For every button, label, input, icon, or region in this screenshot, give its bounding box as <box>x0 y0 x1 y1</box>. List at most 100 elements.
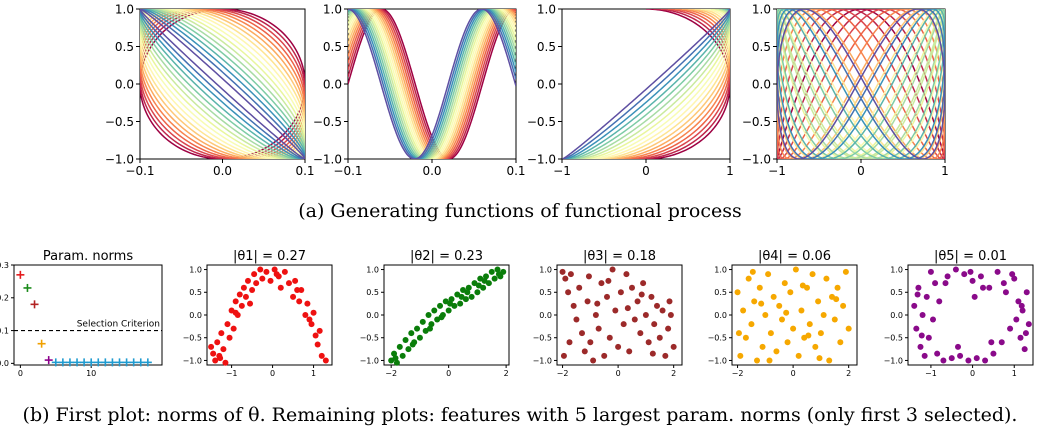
feature-5-point-50 <box>1018 302 1025 309</box>
feature-3-xtick-label: −2 <box>557 369 569 378</box>
feature-3-point-28 <box>634 298 641 305</box>
feature-4-point-37 <box>834 284 841 291</box>
feature-5-point-47 <box>1009 271 1016 278</box>
feature-2-point-47 <box>495 271 502 278</box>
generating-function-4-curve-12 <box>777 9 945 159</box>
generating-function-1-ytick-label: −1.0 <box>105 152 134 166</box>
feature-1-point-1 <box>208 343 215 350</box>
feature-2-point-14 <box>425 312 432 318</box>
feature-5-point-34 <box>1017 334 1024 341</box>
feature-3-point-32 <box>645 339 652 346</box>
feature-2-point-44 <box>447 300 454 307</box>
param-norm-marker-1 <box>16 270 25 279</box>
feature-1-xtick-label: 0 <box>270 369 275 378</box>
generating-function-4: −1 0 1 −1.0 −0.5 0.0 0.5 1.0 <box>742 2 949 178</box>
feature-5-point-35 <box>1019 307 1026 314</box>
feature-4-point-23 <box>795 352 802 359</box>
feature-1-point-35 <box>298 287 305 293</box>
feature-5-point-25 <box>986 284 993 291</box>
feature-4-point-2 <box>737 352 744 359</box>
generating-function-1-curve-14 <box>140 9 305 159</box>
generating-function-3-curve-7 <box>603 9 730 159</box>
feature-3-point-10 <box>584 298 591 305</box>
feature-4-ytick-label: 1.0 <box>714 265 727 274</box>
feature-3-xtick-label: 2 <box>671 369 676 378</box>
feature-3: −2 0 2 −1.0 −0.5 0.0 0.5 1.0 |θ3| = 0.18 <box>533 249 683 378</box>
feature-5-point-37 <box>1023 289 1030 296</box>
feature-4-ytick-label: 0.5 <box>714 288 727 297</box>
feature-5-point-32 <box>1013 316 1020 323</box>
feature-5-point-41 <box>971 293 978 300</box>
feature-3-point-49 <box>594 300 601 307</box>
feature-5-point-43 <box>1022 330 1029 337</box>
feature-5-point-30 <box>1007 325 1014 332</box>
feature-1-point-43 <box>318 352 325 359</box>
feature-4-point-9 <box>756 284 763 291</box>
feature-4-point-12 <box>765 271 772 278</box>
feature-5-point-15 <box>944 273 951 280</box>
feature-1-point-4 <box>214 339 221 346</box>
feature-4-point-36 <box>831 316 838 323</box>
feature-3-frame <box>556 264 683 366</box>
feature-4-point-4 <box>742 334 749 341</box>
feature-4-point-5 <box>745 275 752 282</box>
generating-function-4-ytick-label: 0.5 <box>752 40 771 54</box>
feature-3-point-30 <box>640 280 647 287</box>
feature-2-point-10 <box>414 325 421 332</box>
feature-1-point-29 <box>277 284 284 291</box>
generating-function-4-curve-1 <box>777 9 945 159</box>
feature-4-point-1 <box>734 289 741 296</box>
feature-1-point-19 <box>244 277 251 284</box>
feature-1-point-48 <box>294 287 301 293</box>
feature-2-point-15 <box>428 321 435 328</box>
feature-4-point-45 <box>783 309 790 316</box>
feature-2-point-21 <box>445 307 452 314</box>
generating-function-4-xtick-label: 1 <box>941 164 949 178</box>
feature-5-point-26 <box>990 350 997 357</box>
feature-1-point-15 <box>236 291 243 298</box>
generating-function-3-curve-16 <box>564 9 730 159</box>
feature-3-point-36 <box>656 334 663 341</box>
feature-3-point-39 <box>665 325 672 332</box>
param-norm-marker-9 <box>73 358 82 367</box>
feature-2-point-38 <box>494 266 501 273</box>
generating-function-4-ytick-label: 0.0 <box>752 77 771 91</box>
feature-4-point-39 <box>840 302 847 309</box>
generating-function-3-ytick-label: 1.0 <box>537 2 556 16</box>
param-norm-marker-18 <box>136 358 145 367</box>
feature-5-point-5 <box>919 312 926 318</box>
feature-1-xtick-label: −1 <box>226 369 238 378</box>
generating-function-1-xtick-label: 0.0 <box>213 164 232 178</box>
generating-function-4-curve-11 <box>777 9 945 159</box>
feature-4-point-18 <box>781 280 788 287</box>
feature-3-point-43 <box>566 339 573 346</box>
feature-3-point-45 <box>605 277 612 284</box>
feature-4-point-22 <box>792 266 799 273</box>
param-norms-xtick-label: 10 <box>86 369 96 378</box>
generating-function-3-curve-2 <box>638 9 730 159</box>
feature-4-point-49 <box>758 300 765 307</box>
feature-4-ytick-label: −0.5 <box>708 334 727 343</box>
feature-2-point-29 <box>468 293 475 300</box>
feature-2-xtick-label: 2 <box>504 369 509 378</box>
feature-3-point-40 <box>667 312 674 318</box>
param-norm-marker-5 <box>44 356 53 365</box>
feature-3-point-42 <box>560 352 567 359</box>
feature-3-point-44 <box>585 273 592 280</box>
feature-5-ytick-label: −1.0 <box>884 356 903 365</box>
generating-function-2-curve-17 <box>348 9 516 159</box>
generating-function-1-xtick-label: −0.1 <box>125 164 154 178</box>
feature-2-point-42 <box>409 341 416 348</box>
feature-3-point-12 <box>590 357 597 364</box>
param-norms-frame <box>13 264 163 366</box>
feature-1-point-42 <box>316 327 323 334</box>
feature-1-point-25 <box>263 268 270 275</box>
feature-3-point-14 <box>595 325 602 332</box>
feature-5-point-27 <box>994 268 1001 275</box>
feature-5-point-38 <box>1025 321 1032 328</box>
feature-5-point-2 <box>913 325 920 332</box>
param-norms-ytick-label: 0.1 <box>0 326 9 335</box>
feature-1-title: |θ1| = 0.27 <box>233 249 306 264</box>
feature-4-point-21 <box>790 325 797 332</box>
feature-1-point-47 <box>273 271 280 278</box>
